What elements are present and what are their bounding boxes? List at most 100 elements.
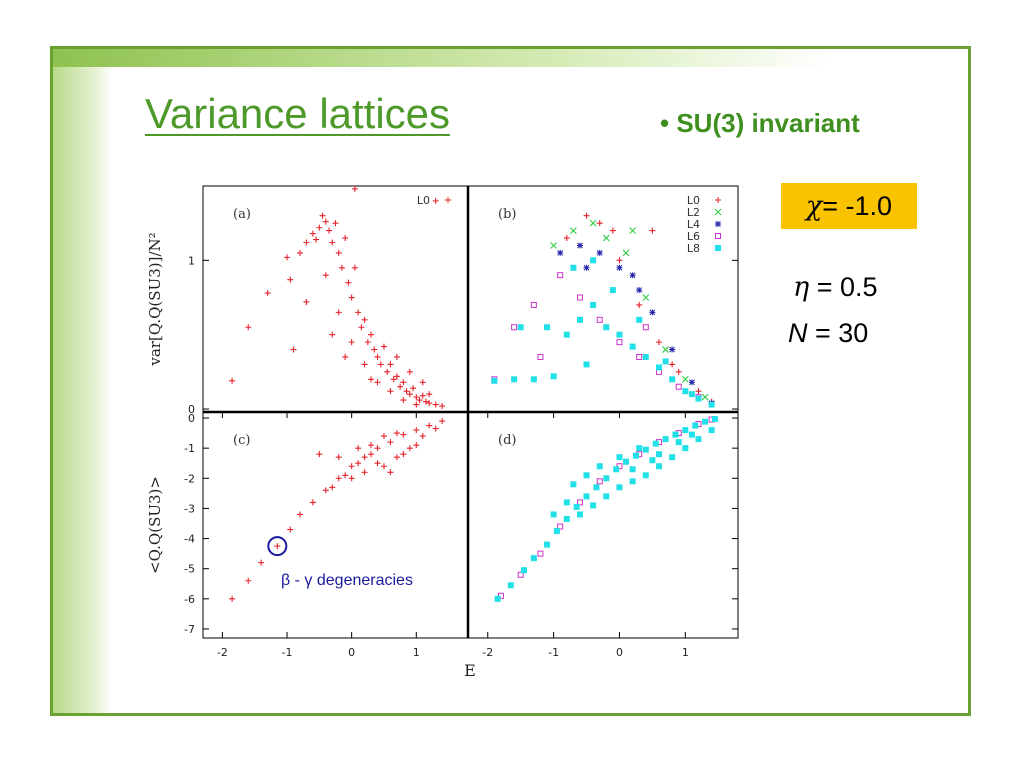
data-point-l0 <box>355 445 362 452</box>
data-point-l0 <box>335 309 342 316</box>
data-point-l0 <box>380 433 387 440</box>
data-point-l0 <box>393 430 400 437</box>
chi-param-box: χ = -1.0 <box>781 183 917 229</box>
data-point-l8 <box>711 415 718 422</box>
data-point-l2 <box>662 346 669 353</box>
data-point-l0 <box>374 445 381 452</box>
data-point-l8 <box>576 316 583 323</box>
data-point-l8 <box>530 555 537 562</box>
page-title: Variance lattices <box>145 90 451 137</box>
x-tick-label: -1 <box>548 646 559 659</box>
left-decor-bar <box>53 49 113 713</box>
data-point-l0 <box>329 484 336 491</box>
data-point-l0 <box>316 451 323 458</box>
data-point-l0 <box>345 279 352 286</box>
data-point-l0 <box>319 212 326 219</box>
data-point-l8 <box>629 466 636 473</box>
data-point-l4 <box>629 272 636 279</box>
data-point-l8 <box>688 431 695 438</box>
data-point-l6 <box>642 324 649 331</box>
y-tick-label: 0 <box>188 412 195 425</box>
data-point-l8 <box>544 541 551 548</box>
data-point-l0 <box>316 224 323 231</box>
data-point-l8 <box>688 391 695 398</box>
y-tick-label: -4 <box>184 533 195 546</box>
data-point-l8 <box>669 454 676 461</box>
data-point-l0 <box>351 185 358 192</box>
y-tick-label: -2 <box>184 472 195 485</box>
data-point-l0 <box>361 454 368 461</box>
data-point-l4 <box>688 379 695 386</box>
y-axis-title: <Q.Q(SU3)> <box>146 476 164 574</box>
panel-label-2: (b) <box>498 207 516 222</box>
data-point-l0 <box>322 272 329 279</box>
data-point-l0 <box>432 401 439 408</box>
data-point-l6 <box>497 592 504 599</box>
data-point-l2 <box>701 393 709 401</box>
data-point-l8 <box>603 493 610 500</box>
data-point-l0 <box>419 379 426 386</box>
data-point-l6 <box>537 353 544 360</box>
data-point-l4 <box>669 346 676 353</box>
y-tick-label: -5 <box>184 563 195 576</box>
data-point-l0 <box>377 361 384 368</box>
data-point-l0 <box>380 463 387 470</box>
data-point-l0 <box>393 454 400 461</box>
data-point-l8 <box>613 466 620 473</box>
slide-frame <box>50 46 971 716</box>
legend-marker <box>714 208 722 216</box>
data-point-l0 <box>335 249 342 256</box>
data-point-l8 <box>675 439 682 446</box>
legend-marker <box>715 245 721 251</box>
data-point-l0 <box>400 379 407 386</box>
data-point-l0 <box>287 276 294 283</box>
data-point-l0 <box>361 361 368 368</box>
data-point-l8 <box>573 503 580 510</box>
data-point-l0 <box>374 460 381 467</box>
data-point-l0 <box>616 257 623 264</box>
data-point-l0 <box>355 309 362 316</box>
data-point-l0 <box>422 398 429 405</box>
data-point-l0 <box>649 227 656 234</box>
data-point-l8 <box>570 481 577 488</box>
data-point-l0 <box>432 425 439 432</box>
data-point-l0 <box>229 595 236 602</box>
data-point-l8 <box>655 463 662 470</box>
data-point-l0 <box>322 487 329 494</box>
data-point-l0 <box>655 339 662 346</box>
y-tick-label: -7 <box>184 623 195 636</box>
data-point-l8 <box>590 257 597 264</box>
data-point-l2 <box>629 227 637 234</box>
data-point-l0 <box>313 236 320 243</box>
data-point-l0 <box>364 339 371 346</box>
data-point-l6 <box>616 463 623 470</box>
y-axis-title: var[Q.Q(SU3)]/N² <box>146 232 164 366</box>
data-point-l0 <box>371 346 378 353</box>
data-point-l8 <box>563 331 570 338</box>
legend-label: L0 <box>417 194 430 207</box>
eta-symbol: η <box>793 272 810 303</box>
data-point-l6 <box>675 383 682 390</box>
data-point-l8 <box>662 436 669 443</box>
data-point-l0 <box>296 249 303 256</box>
x-tick-label: -1 <box>282 646 293 659</box>
data-point-l0 <box>296 511 303 518</box>
data-point-l0 <box>596 220 603 227</box>
variance-lattice-figure: (a) 0 1 L0 var[Q.Q(SU3)]/N² (b) L0 L2 L4 L6 L8 (c) 0… <box>138 178 743 680</box>
top-decor-bar <box>53 49 968 67</box>
data-point-l0 <box>303 298 310 305</box>
data-point-l8 <box>494 595 501 602</box>
data-point-l8 <box>593 484 600 491</box>
legend-label: L8 <box>687 242 700 255</box>
data-point-l2 <box>642 294 650 301</box>
data-point-l0 <box>406 445 413 452</box>
data-point-l8 <box>669 376 676 383</box>
panel-label-4: (d) <box>498 433 516 448</box>
data-point-l8 <box>616 331 623 338</box>
x-axis-title: E <box>464 661 476 680</box>
bullet-text: • SU(3) invariant <box>660 108 860 138</box>
data-point-l0 <box>335 454 342 461</box>
data-point-l0 <box>387 439 394 446</box>
data-point-l8 <box>632 452 639 459</box>
data-point-l8 <box>563 499 570 506</box>
